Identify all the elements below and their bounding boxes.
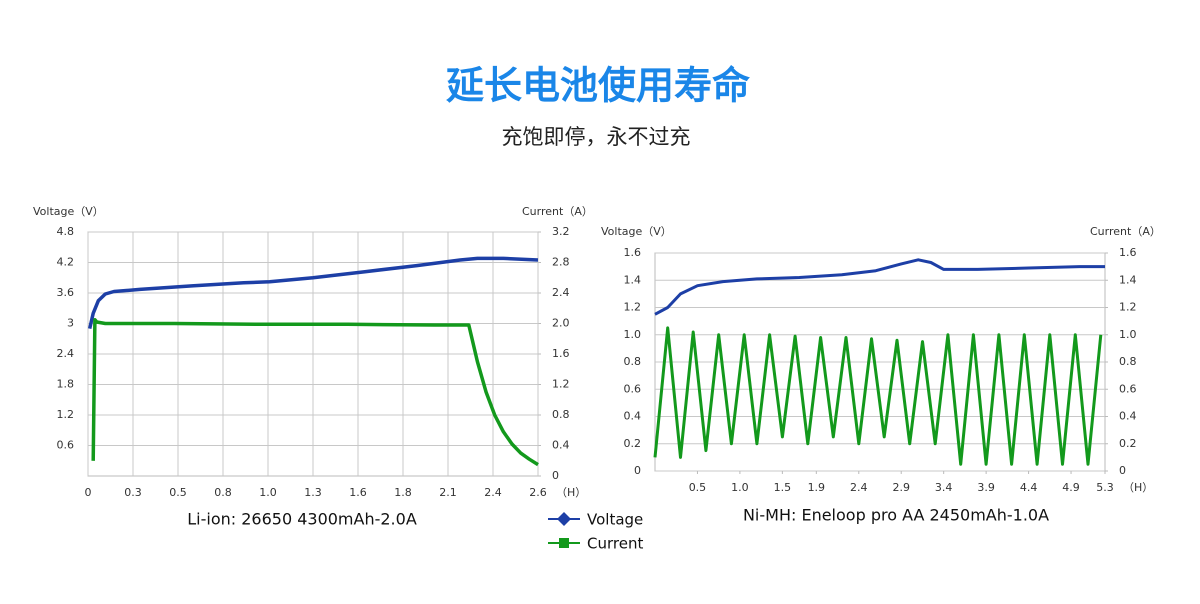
y2-tick-label: 1.2: [1119, 301, 1137, 314]
y2-tick-label: 0: [552, 469, 559, 482]
y-tick-label: 3: [67, 317, 74, 330]
y-tick-label: 1.2: [624, 301, 642, 314]
x-tick-label: 1.5: [774, 481, 792, 494]
y-tick-label: 1.8: [57, 378, 75, 391]
x-tick-label: 0.5: [689, 481, 707, 494]
y2-tick-label: 0.6: [1119, 382, 1137, 395]
y-tick-label: 2.4: [57, 347, 75, 360]
y-tick-label: 0.2: [624, 437, 642, 450]
y-tick-label: 1.4: [624, 273, 642, 286]
x-tick-label: 1.8: [394, 486, 412, 499]
x-tick-label: 2.9: [892, 481, 910, 494]
y2-axis-label: Current（A）: [522, 205, 593, 218]
series-line: [87, 256, 539, 329]
y2-tick-label: 1.6: [1119, 246, 1137, 259]
x-axis-label: （H）: [1123, 481, 1153, 494]
y-tick-label: 0.8: [624, 355, 642, 368]
y2-tick-label: 0.8: [552, 408, 570, 421]
y-tick-label: 0: [634, 464, 641, 477]
x-tick-label: 3.4: [935, 481, 953, 494]
chart-caption: Ni-MH: Eneloop pro AA 2450mAh-1.0A: [743, 506, 1049, 525]
y2-tick-label: 0.4: [1119, 410, 1137, 423]
series-line: [654, 258, 1105, 316]
x-tick-label: 1.0: [259, 486, 277, 499]
x-axis-label: （H）: [556, 486, 586, 499]
x-tick-label: 2.1: [439, 486, 457, 499]
y2-tick-label: 0.2: [1119, 437, 1137, 450]
y-axis-label: Voltage（V）: [33, 205, 104, 218]
y-tick-label: 0.4: [624, 410, 642, 423]
y-tick-label: 4.8: [57, 225, 75, 238]
legend-label: Current: [587, 535, 643, 553]
x-tick-label: 4.9: [1062, 481, 1080, 494]
legend-label: Voltage: [587, 511, 643, 529]
y-tick-label: 0.6: [57, 439, 75, 452]
x-tick-label: 1.6: [349, 486, 367, 499]
series-line: [653, 326, 1103, 466]
legend-marker: [559, 538, 569, 548]
y2-tick-label: 1.0: [1119, 328, 1137, 341]
y-tick-label: 1.2: [57, 408, 75, 421]
y-axis-label: Voltage（V）: [601, 225, 672, 238]
x-tick-label: 0: [85, 486, 92, 499]
x-tick-label: 2.4: [484, 486, 502, 499]
y2-tick-label: 0: [1119, 464, 1126, 477]
y2-tick-label: 0.8: [1119, 355, 1137, 368]
y2-tick-label: 1.2: [552, 378, 570, 391]
page-title: 延长电池使用寿命: [446, 64, 750, 108]
y2-tick-label: 3.2: [552, 225, 570, 238]
page-subtitle: 充饱即停，永不过充: [502, 125, 691, 149]
y-tick-label: 3.6: [57, 286, 75, 299]
chart-caption: Li-ion: 26650 4300mAh-2.0A: [187, 510, 417, 529]
y2-tick-label: 1.6: [552, 347, 570, 360]
x-tick-label: 4.4: [1020, 481, 1038, 494]
y-tick-label: 1.0: [624, 328, 642, 341]
y2-tick-label: 0.4: [552, 439, 570, 452]
x-tick-label: 0.5: [169, 486, 187, 499]
x-tick-label: 2.4: [850, 481, 868, 494]
x-tick-label: 0.8: [214, 486, 232, 499]
y2-tick-label: 1.4: [1119, 273, 1137, 286]
series-line: [91, 317, 539, 467]
x-tick-label: 5.3: [1096, 481, 1114, 494]
x-tick-label: 2.6: [529, 486, 547, 499]
legend-marker: [557, 512, 571, 526]
legend: Voltage Current: [548, 511, 643, 553]
x-tick-label: 1.0: [731, 481, 749, 494]
y2-tick-label: 2.4: [552, 286, 570, 299]
x-tick-label: 0.3: [124, 486, 142, 499]
y2-tick-label: 2.0: [552, 317, 570, 330]
x-tick-label: 3.9: [977, 481, 995, 494]
y-tick-label: 1.6: [624, 246, 642, 259]
x-tick-label: 1.9: [808, 481, 826, 494]
y2-tick-label: 2.8: [552, 256, 570, 269]
y2-axis-label: Current（A）: [1090, 225, 1161, 238]
y-tick-label: 4.2: [57, 256, 75, 269]
y-tick-label: 0.6: [624, 382, 642, 395]
x-tick-label: 1.3: [304, 486, 322, 499]
